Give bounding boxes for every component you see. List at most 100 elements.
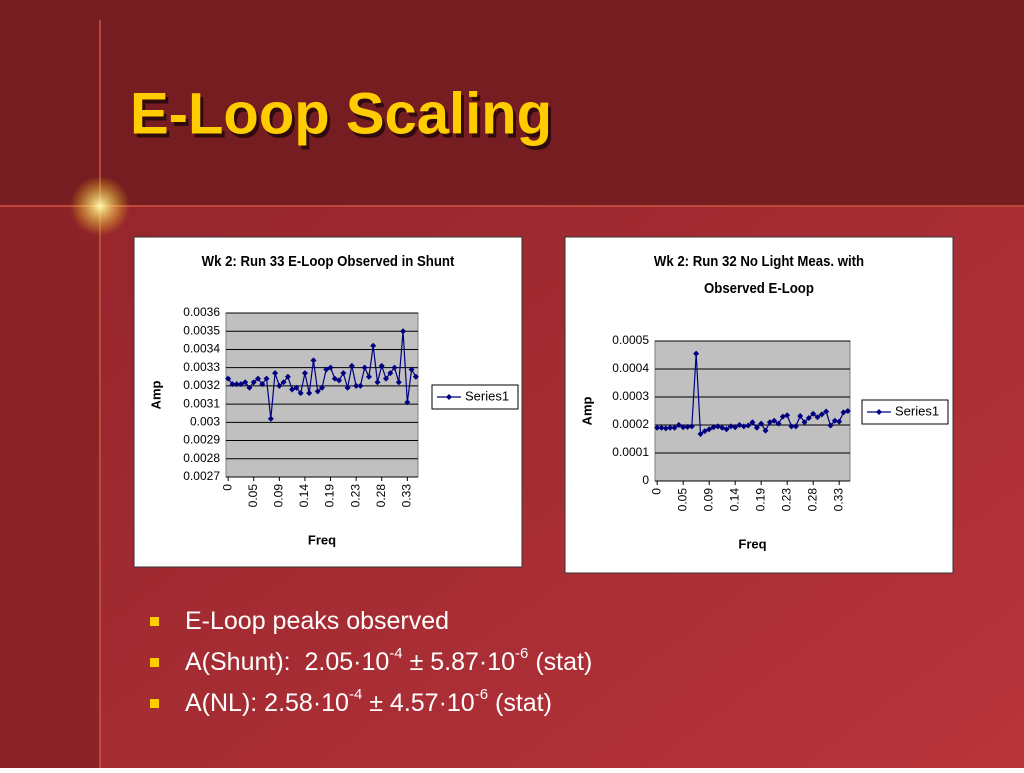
y-tick-label: 0.0005: [612, 333, 649, 347]
marker: [323, 366, 330, 373]
marker: [805, 415, 812, 421]
marker: [310, 357, 317, 364]
marker: [671, 424, 678, 431]
marker: [740, 423, 747, 430]
y-tick-label: 0.0033: [183, 360, 220, 374]
y-tick-label: 0.0004: [612, 361, 649, 375]
marker: [314, 388, 321, 395]
legend-marker: [876, 409, 882, 415]
marker: [370, 342, 377, 349]
x-tick-label: 0.23: [348, 484, 362, 508]
text-run: A(Shunt): 2.05·10: [185, 648, 389, 676]
marker: [297, 390, 304, 397]
marker: [276, 382, 283, 389]
header-band: [0, 0, 1024, 205]
slide-title: E-Loop Scaling: [130, 81, 552, 146]
y-tick-label: 0.0027: [183, 469, 220, 483]
x-tick-label: 0.05: [246, 484, 260, 508]
marker: [237, 381, 244, 388]
marker: [684, 423, 691, 430]
x-tick-label: 0.28: [374, 484, 388, 508]
legend-label: Series1: [895, 403, 939, 418]
marker: [701, 428, 708, 435]
chart-title: Observed E-Loop: [704, 279, 814, 296]
x-tick-label: 0.09: [272, 484, 286, 508]
bullet-text: A(NL): 2.58·10-4 ± 4.57·10-6 (stat): [185, 686, 552, 717]
marker: [280, 379, 287, 386]
marker: [284, 373, 291, 380]
marker: [293, 384, 300, 391]
marker: [749, 419, 756, 426]
marker: [242, 379, 249, 386]
x-tick-label: 0.33: [400, 484, 414, 508]
marker: [374, 379, 381, 386]
x-tick-label: 0.19: [323, 484, 337, 508]
x-axis-label: Freq: [308, 532, 336, 547]
x-tick-label: 0.09: [701, 488, 715, 512]
y-tick-label: 0.0001: [612, 445, 649, 459]
marker: [693, 350, 700, 357]
marker: [758, 420, 765, 427]
marker: [229, 381, 236, 388]
bullet-text: E-Loop peaks observed: [185, 607, 449, 635]
y-axis-label: Amp: [148, 380, 163, 409]
marker: [792, 423, 799, 430]
marker: [365, 373, 372, 380]
bullet-text: A(Shunt): 2.05·10-4 ± 5.87·10-6 (stat): [185, 645, 592, 676]
marker: [412, 373, 419, 380]
marker: [762, 427, 769, 434]
marker: [246, 384, 253, 391]
bullet-marker: [150, 699, 159, 708]
y-tick-label: 0: [642, 473, 649, 487]
marker: [250, 379, 257, 386]
bullet-marker: [150, 658, 159, 667]
marker: [408, 366, 415, 373]
marker: [327, 364, 334, 371]
marker: [383, 375, 389, 382]
y-tick-label: 0.0036: [183, 305, 220, 319]
marker: [361, 364, 368, 371]
marker: [331, 375, 338, 382]
text-run: E-Loop peaks observed: [185, 607, 449, 635]
marker: [810, 410, 817, 417]
y-tick-label: 0.0032: [183, 378, 220, 392]
plot-area: [225, 312, 419, 478]
marker: [827, 422, 834, 429]
x-tick-label: 0.14: [727, 488, 741, 512]
marker: [378, 362, 385, 369]
y-tick-label: 0.0028: [183, 451, 220, 465]
text-run: A(NL): 2.58·10: [185, 689, 349, 717]
bullet-marker: [150, 617, 159, 626]
x-tick-label: 0.19: [753, 488, 767, 512]
marker: [836, 418, 843, 425]
marker: [391, 364, 398, 371]
y-axis-label: Amp: [579, 396, 594, 425]
marker: [289, 386, 296, 393]
marker: [745, 422, 752, 429]
plot-area: [654, 340, 851, 482]
superscript: -4: [389, 645, 402, 662]
chart-title: Wk 2: Run 33 E-Loop Observed in Shunt: [202, 252, 455, 269]
marker: [336, 377, 343, 384]
marker: [263, 375, 270, 382]
y-tick-label: 0.003: [190, 415, 220, 429]
marker: [723, 426, 730, 433]
marker: [710, 424, 717, 431]
marker: [404, 399, 411, 406]
x-tick-label: 0: [220, 484, 234, 491]
legend-label: Series1: [465, 388, 509, 403]
title-shadow: E-Loop Scaling: [133, 85, 555, 150]
marker: [831, 417, 838, 424]
marker: [344, 384, 351, 391]
superscript: -6: [515, 645, 528, 662]
marker: [306, 390, 313, 397]
marker: [775, 420, 782, 427]
y-tick-label: 0.0034: [183, 342, 220, 356]
text-run: (stat): [488, 689, 552, 717]
marker: [814, 414, 821, 421]
marker: [340, 370, 347, 377]
marker: [319, 384, 325, 391]
marker: [353, 382, 360, 389]
marker: [753, 424, 760, 431]
